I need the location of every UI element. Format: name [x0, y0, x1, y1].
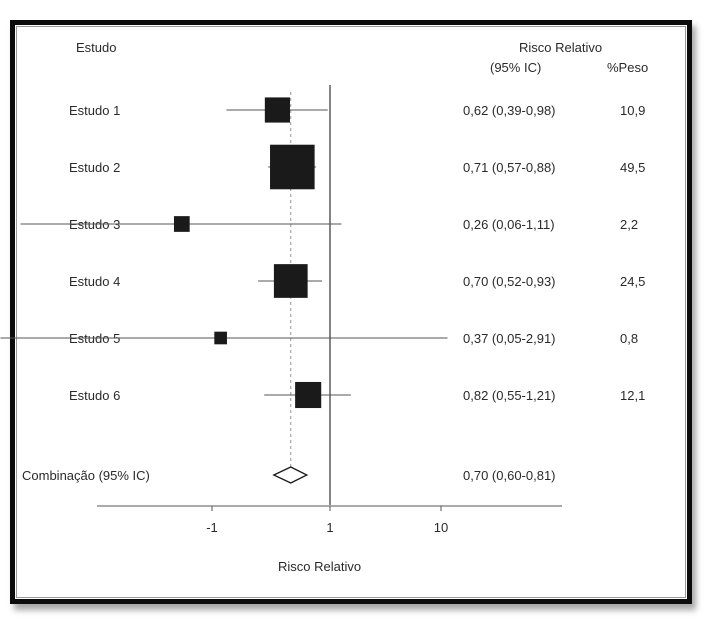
study-weight: 49,5: [620, 160, 645, 175]
study-ci-text: 0,37 (0,05-2,91): [463, 331, 556, 346]
chart-inner-border: [16, 26, 686, 598]
study-marker: [214, 331, 227, 345]
study-marker: [270, 144, 315, 190]
x-tick-label: 10: [434, 520, 448, 535]
study-marker: [273, 264, 308, 298]
study-weight: 10,9: [620, 103, 645, 118]
x-axis: -1 1 10: [97, 505, 562, 535]
x-tick-label: 1: [326, 520, 333, 535]
header-rr: Risco Relativo: [519, 40, 602, 55]
study-ci-text: 0,82 (0,55-1,21): [463, 388, 556, 403]
header-weight: %Peso: [607, 60, 648, 75]
study-weight: 24,5: [620, 274, 645, 289]
study-weight: 2,2: [620, 217, 638, 232]
chart-frame: [10, 20, 692, 604]
study-label: Estudo 2: [69, 160, 120, 175]
study-weight: 0,8: [620, 331, 638, 346]
study-marker: [173, 216, 190, 232]
study-label: Estudo 4: [69, 274, 120, 289]
forest-rows: Estudo 1 0,62 (0,39-0,98) 10,9 Estudo 2 0,71…: [0, 85, 645, 505]
pooled-diamond: [272, 466, 309, 484]
study-label: Estudo 1: [69, 103, 120, 118]
study-ci-text: 0,70 (0,52-0,93): [463, 274, 556, 289]
study-marker: [295, 381, 322, 409]
pooled-label: Combinação (95% IC): [22, 468, 150, 483]
header-study: Estudo: [76, 40, 116, 55]
study-ci-text: 0,62 (0,39-0,98): [463, 103, 556, 118]
study-label: Estudo 6: [69, 388, 120, 403]
x-tick-label: -1: [206, 520, 218, 535]
x-axis-label: Risco Relativo: [278, 559, 361, 574]
study-ci-text: 0,26 (0,06-1,11): [463, 217, 555, 232]
study-marker: [264, 97, 290, 123]
study-ci-text: 0,71 (0,57-0,88): [463, 160, 556, 175]
study-weight: 12,1: [620, 388, 645, 403]
header-ci: (95% IC): [490, 60, 541, 75]
pooled-ci-text: 0,70 (0,60-0,81): [463, 468, 556, 483]
